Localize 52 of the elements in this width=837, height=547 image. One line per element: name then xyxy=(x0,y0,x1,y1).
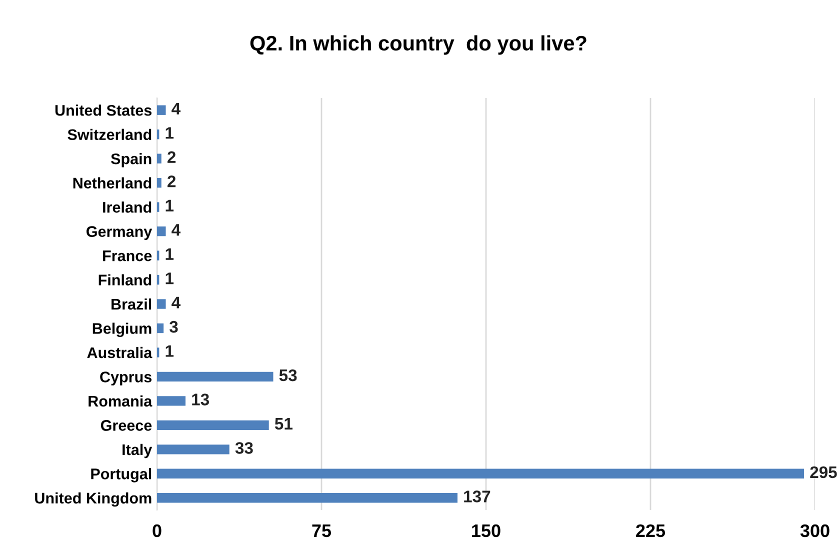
y-tick-label: Germany xyxy=(86,226,152,240)
bar xyxy=(157,396,186,406)
data-label: 2 xyxy=(168,175,176,188)
y-tick-label: Belgium xyxy=(92,322,152,338)
bar xyxy=(157,420,269,430)
x-tick-label: 0 xyxy=(152,524,162,538)
y-tick-label: Italy xyxy=(122,444,152,458)
data-label: 1 xyxy=(166,248,174,260)
data-label: 295 xyxy=(810,466,837,478)
y-tick-label: United States xyxy=(55,104,152,116)
bar xyxy=(157,323,164,334)
y-tick-label: Cyprus xyxy=(100,372,152,386)
data-label: 1 xyxy=(166,200,174,212)
bar xyxy=(157,226,166,236)
bar xyxy=(157,444,230,454)
x-tick-label: 75 xyxy=(312,524,332,538)
y-tick-label: Greece xyxy=(100,420,152,431)
data-label: 1 xyxy=(166,345,174,357)
bar xyxy=(157,372,274,382)
y-tick-label: Netherland xyxy=(73,177,152,189)
bar xyxy=(157,493,458,503)
y-tick-label: Spain xyxy=(110,153,152,168)
data-label: 4 xyxy=(172,102,181,114)
bar xyxy=(157,299,166,309)
data-label: 3 xyxy=(170,320,178,333)
y-tick-label: Ireland xyxy=(103,202,152,213)
y-tick-label: United Kingdom xyxy=(35,492,152,507)
y-tick-label: Finland xyxy=(98,274,152,286)
y-tick-label: Romania xyxy=(88,395,152,407)
data-label: 4 xyxy=(172,296,181,308)
y-tick-label: Portugal xyxy=(91,468,152,482)
bar xyxy=(157,154,162,164)
y-tick-label: Switzerland xyxy=(68,128,152,140)
bar xyxy=(157,468,804,478)
y-tick-label: France xyxy=(103,250,152,262)
data-label: 33 xyxy=(235,442,253,454)
data-label: 2 xyxy=(168,151,176,163)
data-label: 51 xyxy=(274,418,292,430)
y-tick-label: Australia xyxy=(87,346,152,358)
x-tick-label: 150 xyxy=(472,524,500,538)
bar xyxy=(157,105,166,115)
bar xyxy=(157,178,162,188)
data-label: 13 xyxy=(192,394,210,406)
data-label: 4 xyxy=(172,224,181,236)
chart-title: Q2. In which country do you live? xyxy=(250,35,586,55)
data-label: 53 xyxy=(279,369,297,382)
data-label: 137 xyxy=(464,490,490,502)
data-label: 1 xyxy=(166,272,174,284)
y-tick-label: Brazil xyxy=(112,298,152,310)
data-label: 1 xyxy=(166,127,174,139)
x-tick-label: 300 xyxy=(800,524,830,538)
x-tick-label: 225 xyxy=(636,524,666,538)
